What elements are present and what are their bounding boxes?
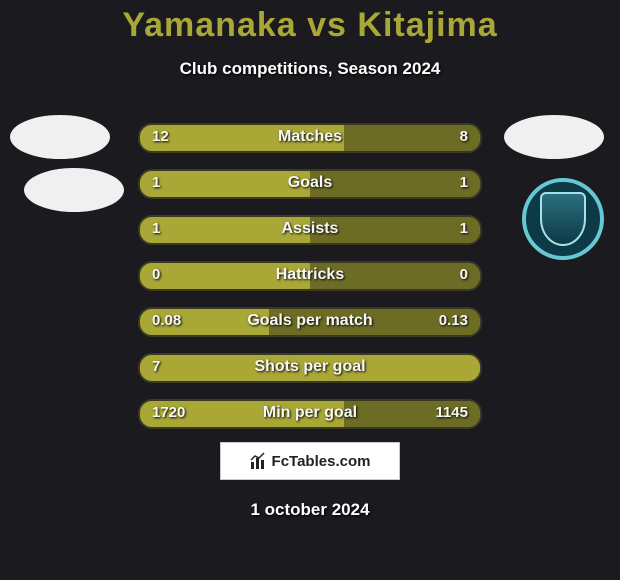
shield-icon <box>540 192 586 246</box>
stat-label: Assists <box>140 220 480 238</box>
stat-row: 12Matches8 <box>138 123 482 153</box>
stats-bars-container: 12Matches81Goals11Assists10Hattricks00.0… <box>138 123 482 445</box>
chart-icon <box>250 452 268 470</box>
stat-row: 7Shots per goal <box>138 353 482 383</box>
brand-badge[interactable]: FcTables.com <box>220 442 400 480</box>
stat-value-right: 1145 <box>435 404 468 421</box>
stat-label: Hattricks <box>140 266 480 284</box>
left-team-crest-1 <box>10 115 110 159</box>
stat-value-right: 8 <box>460 128 468 145</box>
stat-value-right: 0.13 <box>439 312 468 329</box>
stat-value-right: 1 <box>460 174 468 191</box>
stat-row: 1Goals1 <box>138 169 482 199</box>
stat-row: 1Assists1 <box>138 215 482 245</box>
stat-value-right: 1 <box>460 220 468 237</box>
date-text: 1 october 2024 <box>0 500 620 520</box>
stat-row: 1720Min per goal1145 <box>138 399 482 429</box>
stat-label: Goals <box>140 174 480 192</box>
right-team-crest-2 <box>522 178 604 260</box>
comparison-subtitle: Club competitions, Season 2024 <box>0 59 620 79</box>
brand-text: FcTables.com <box>272 453 371 470</box>
left-team-crest-2 <box>24 168 124 212</box>
right-team-crest-1 <box>504 115 604 159</box>
stat-label: Matches <box>140 128 480 146</box>
comparison-title: Yamanaka vs Kitajima <box>0 0 620 45</box>
stat-row: 0Hattricks0 <box>138 261 482 291</box>
stat-row: 0.08Goals per match0.13 <box>138 307 482 337</box>
stat-label: Goals per match <box>140 312 480 330</box>
stat-label: Shots per goal <box>140 358 480 376</box>
stat-value-right: 0 <box>460 266 468 283</box>
stat-label: Min per goal <box>140 404 480 422</box>
